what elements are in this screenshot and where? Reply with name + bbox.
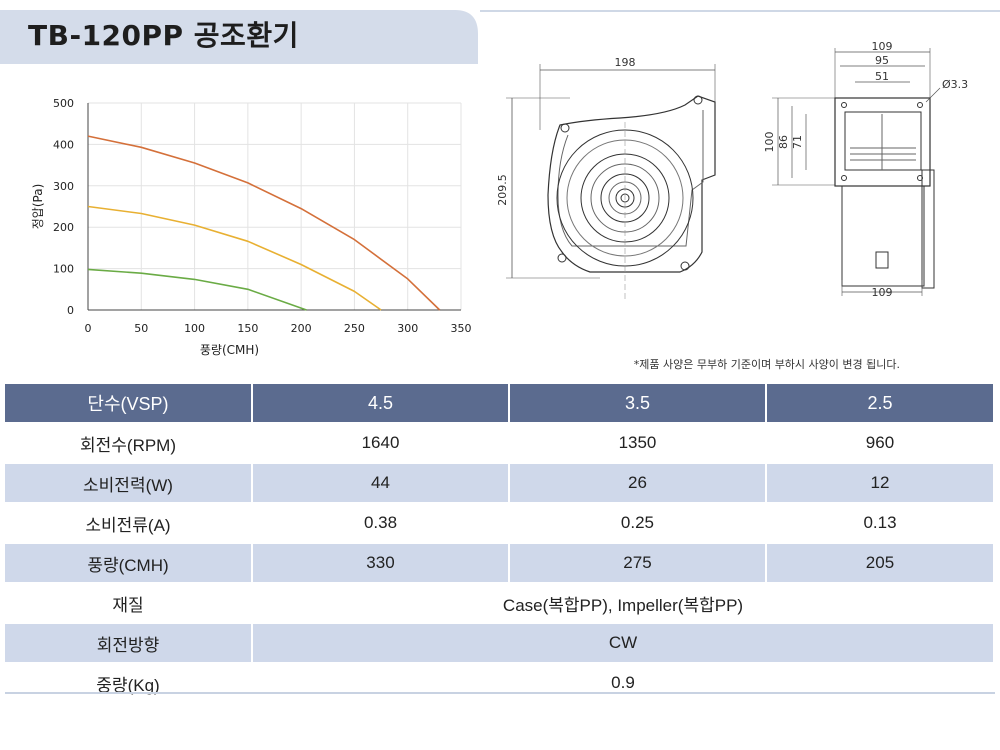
row-label: 회전방향 xyxy=(5,622,253,663)
x-tick-label: 350 xyxy=(451,322,472,335)
y-tick-label: 0 xyxy=(67,304,74,317)
table-span-cell: Case(복합PP), Impeller(복합PP) xyxy=(252,582,995,623)
table-cell: 330 xyxy=(252,542,510,583)
y-tick-label: 100 xyxy=(53,263,74,276)
y-tick-label: 200 xyxy=(53,221,74,234)
row-label: 재질 xyxy=(5,582,253,623)
x-axis-label: 풍량(CMH) xyxy=(200,343,259,357)
title-tab-shape xyxy=(0,10,478,64)
series-line xyxy=(87,205,382,311)
x-tick-label: 150 xyxy=(237,322,258,335)
table-cell: 1640 xyxy=(252,422,510,463)
side-bottom-dim: 109 xyxy=(872,286,893,299)
front-view-drawing xyxy=(506,64,716,300)
table-row: 회전수(RPM) 1640 1350 960 xyxy=(5,422,996,463)
table-cell: 0.25 xyxy=(508,502,767,543)
table-row: 소비전류(A) 0.38 0.25 0.13 xyxy=(5,502,996,543)
technical-drawings: 198 209.5 109 95 51 Ø3.3 100 86 71 109 xyxy=(496,40,968,300)
row-label: 소비전력(W) xyxy=(5,462,253,503)
x-tick-label: 300 xyxy=(397,322,418,335)
side-height-dim-100: 100 xyxy=(763,132,776,153)
x-tick-label: 100 xyxy=(184,322,205,335)
row-label: 소비전류(A) xyxy=(5,502,253,543)
x-tick-label: 250 xyxy=(344,322,365,335)
side-height-dim-86: 86 xyxy=(777,135,790,149)
hole-diameter-dim: Ø3.3 xyxy=(942,78,968,91)
x-tick-label: 50 xyxy=(134,322,148,335)
spec-note: *제품 사양은 무부하 기준이며 부하시 사양이 변경 됩니다. xyxy=(633,358,900,371)
x-tick-label: 200 xyxy=(291,322,312,335)
performance-chart: 0 50 100 150 200 250 300 350 0 100 200 300 400 500 풍량(… xyxy=(31,97,472,357)
table-span-cell: 0.9 xyxy=(252,662,995,702)
table-header-cell: 단수(VSP) xyxy=(5,384,253,423)
side-width-dim-51: 51 xyxy=(875,70,889,83)
table-cell: 0.38 xyxy=(252,502,510,543)
side-height-dim-71: 71 xyxy=(791,135,804,149)
table-cell: 12 xyxy=(765,462,996,503)
front-width-dim: 198 xyxy=(615,56,636,69)
side-width-dim-95: 95 xyxy=(875,54,889,67)
series-line xyxy=(87,135,441,311)
side-view-drawing xyxy=(772,48,941,296)
table-row: 재질 Case(복합PP), Impeller(복합PP) xyxy=(5,582,995,623)
row-label: 회전수(RPM) xyxy=(5,422,253,463)
table-header-cell: 4.5 xyxy=(252,384,510,423)
table-cell: 44 xyxy=(252,462,510,503)
front-height-dim: 209.5 xyxy=(496,174,509,206)
table-header-cell: 3.5 xyxy=(508,384,767,423)
table-header-cell: 2.5 xyxy=(765,384,996,423)
side-width-dim-109: 109 xyxy=(872,40,893,53)
spec-table: 단수(VSP) 4.5 3.5 2.5 회전수(RPM) 1640 1350 9… xyxy=(5,384,996,702)
y-tick-label: 500 xyxy=(53,97,74,110)
x-tick-label: 0 xyxy=(85,322,92,335)
page-title: TB-120PP 공조환기 xyxy=(28,19,299,52)
table-cell: 26 xyxy=(508,462,767,503)
table-cell: 960 xyxy=(765,422,996,463)
table-row: 회전방향 CW xyxy=(5,622,995,663)
top-divider xyxy=(480,10,1000,12)
table-cell: 205 xyxy=(765,542,996,583)
table-row: 중량(Kg) 0.9 xyxy=(5,662,995,702)
y-axis-label: 정압(Pa) xyxy=(31,184,45,230)
series-line xyxy=(87,268,307,311)
table-cell: 275 xyxy=(508,542,767,583)
y-tick-label: 400 xyxy=(53,138,74,151)
row-label: 풍량(CMH) xyxy=(5,542,253,583)
table-cell: 0.13 xyxy=(765,502,996,543)
title-tab: TB-120PP 공조환기 xyxy=(0,0,480,64)
table-span-cell: CW xyxy=(252,622,995,663)
table-cell: 1350 xyxy=(508,422,767,463)
bottom-divider xyxy=(5,692,995,694)
table-header-row: 단수(VSP) 4.5 3.5 2.5 xyxy=(5,384,996,423)
table-row: 풍량(CMH) 330 275 205 xyxy=(5,542,996,583)
table-row: 소비전력(W) 44 26 12 xyxy=(5,462,996,503)
y-tick-label: 300 xyxy=(53,180,74,193)
row-label: 중량(Kg) xyxy=(5,662,253,702)
